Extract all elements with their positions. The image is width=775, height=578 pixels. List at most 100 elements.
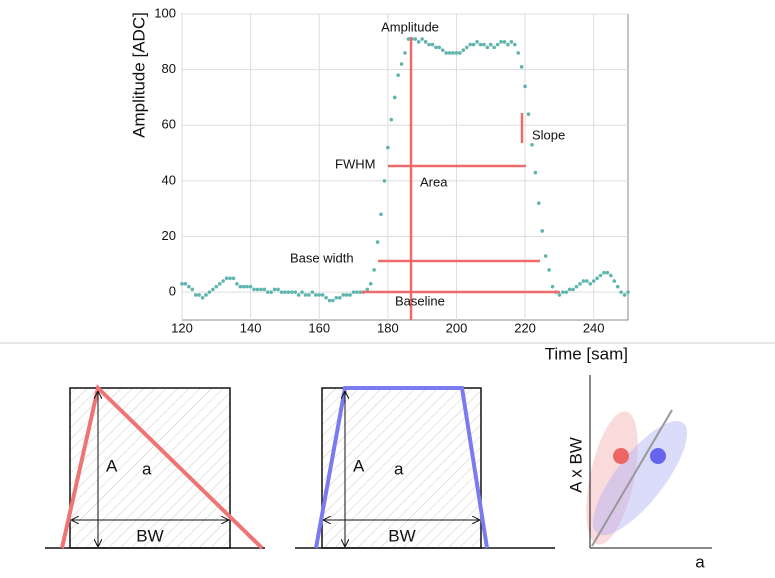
data-point — [619, 290, 623, 294]
data-point — [615, 284, 620, 289]
data-point — [626, 290, 630, 294]
data-point — [211, 287, 215, 292]
label: a — [695, 552, 705, 571]
data-point — [255, 287, 260, 292]
data-point — [458, 51, 462, 55]
data-point — [530, 142, 534, 147]
label: a — [394, 459, 404, 478]
data-point — [605, 270, 610, 275]
data-point — [320, 293, 325, 297]
data-point — [609, 273, 613, 278]
data-point — [207, 290, 212, 294]
label: BW — [388, 526, 415, 545]
data-point — [495, 42, 500, 47]
data-point — [262, 287, 267, 292]
label: A — [353, 456, 365, 475]
data-point — [392, 95, 397, 100]
blue-region — [592, 420, 688, 536]
label: A x BW — [566, 437, 585, 493]
data-point — [310, 290, 315, 294]
triangle-pulse — [60, 384, 264, 550]
data-point — [375, 240, 380, 244]
data-point — [180, 282, 184, 286]
annotation: FWHM — [335, 156, 375, 171]
data-point — [475, 40, 479, 44]
data-point — [307, 293, 311, 297]
data-point — [245, 284, 249, 289]
data-point — [423, 40, 428, 44]
data-point — [588, 282, 593, 286]
data-point — [324, 295, 328, 300]
data-point — [540, 229, 545, 233]
data-point — [269, 290, 274, 294]
data-point — [248, 284, 253, 289]
data-point — [564, 290, 569, 294]
data-point — [506, 42, 510, 47]
data-point — [200, 295, 205, 300]
data-point — [485, 45, 490, 50]
data-point — [557, 293, 562, 297]
x-tick-label: 200 — [446, 320, 468, 335]
data-point — [416, 40, 421, 44]
data-point — [413, 37, 418, 41]
data-point — [348, 293, 352, 297]
data-point — [602, 270, 606, 275]
data-point — [437, 45, 442, 50]
data-point — [451, 51, 455, 55]
y-axis-title: Amplitude [ADC] — [129, 12, 148, 138]
data-point — [509, 40, 514, 44]
data-point — [286, 290, 291, 294]
data-point — [331, 298, 335, 303]
data-point — [478, 42, 483, 47]
data-point — [537, 201, 541, 205]
data-point — [341, 293, 346, 297]
data-point — [217, 282, 222, 286]
data-point — [296, 293, 301, 297]
data-point — [300, 290, 304, 294]
data-point — [612, 279, 617, 283]
y-tick-label: 60 — [162, 117, 176, 132]
annotation: Base width — [290, 250, 354, 265]
data-point — [533, 170, 538, 175]
blue-dot — [650, 448, 666, 464]
data-point — [235, 282, 239, 286]
data-point — [365, 287, 370, 292]
data-point — [351, 290, 356, 294]
label: A — [106, 456, 118, 475]
data-point — [190, 287, 195, 292]
data-point — [492, 45, 497, 50]
y-tick-label: 80 — [162, 61, 176, 76]
data-point — [578, 282, 582, 286]
plot: 0 20 40 60 80 100 120 140 160 180 200 220 240 — [154, 5, 630, 335]
data-point — [461, 48, 466, 52]
data-point — [591, 279, 596, 283]
data-point — [581, 279, 586, 283]
red-region — [586, 411, 638, 545]
trapezoid-pulse — [314, 386, 489, 549]
label: BW — [136, 526, 163, 545]
data-point — [403, 51, 407, 55]
data-point — [224, 276, 229, 281]
data-point — [338, 295, 342, 300]
data-point — [622, 293, 627, 297]
data-point — [187, 284, 191, 289]
data-point — [231, 276, 236, 281]
data-point — [447, 51, 452, 55]
data-point — [567, 287, 572, 292]
data-point — [193, 293, 198, 297]
data-point — [502, 40, 507, 44]
data-point — [265, 290, 270, 294]
data-point — [585, 279, 589, 283]
data-point — [547, 268, 551, 272]
data-point — [314, 293, 318, 297]
data-point — [550, 284, 555, 289]
data-point — [464, 45, 469, 50]
data-point — [571, 287, 575, 292]
x-tick-label: 120 — [171, 320, 193, 335]
y-tick-label: 100 — [154, 5, 176, 20]
data-point — [221, 279, 225, 283]
data-point — [379, 212, 383, 217]
data-point — [228, 276, 232, 281]
data-point — [574, 284, 579, 289]
